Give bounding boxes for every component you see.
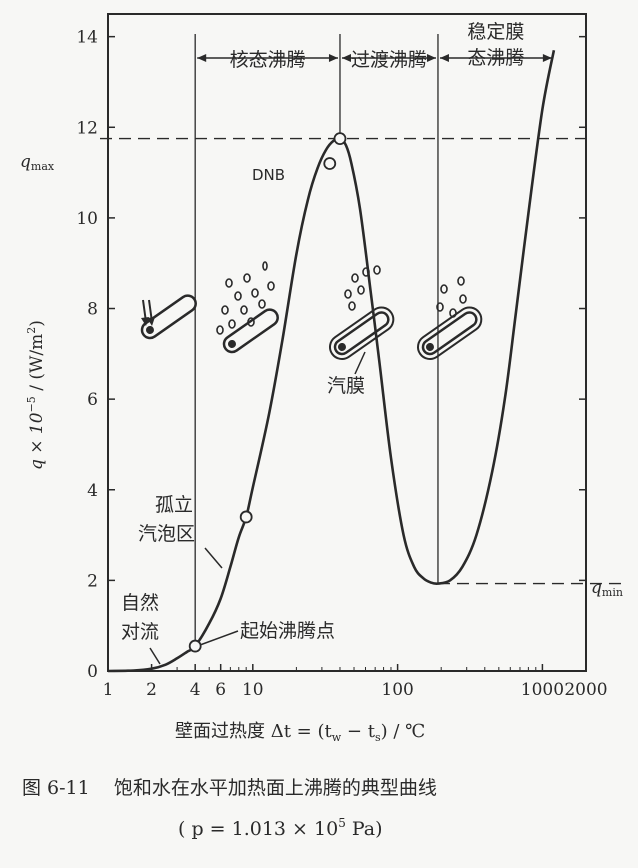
- figure-caption-condition: ( p = 1.013 × 105 Pa): [178, 816, 383, 840]
- film-label: 汽膜: [327, 375, 365, 397]
- region-arrowhead-left: [439, 54, 449, 62]
- tube-transition-icon: [329, 306, 395, 360]
- curve-markers: [188, 132, 347, 653]
- region-arrowhead-right: [426, 54, 436, 62]
- isolated-bubble-label-line2: 汽泡区: [138, 523, 195, 545]
- natural-convection-pointer: [149, 647, 161, 665]
- x-tick-label: 4: [190, 680, 201, 700]
- reference-lines: [100, 137, 626, 585]
- region-label-transition: 过渡沸腾: [351, 49, 427, 71]
- onset-pointer-line: [199, 630, 239, 646]
- region-arrowhead-left: [341, 54, 351, 62]
- curve-point-marker: [188, 639, 202, 653]
- x-tick-label: 10: [242, 680, 264, 700]
- y-axis-title: q × 10−5 / (W/m2): [25, 320, 47, 470]
- x-tick-label: 1000: [521, 680, 564, 700]
- y-tick-label: 0: [87, 662, 98, 682]
- region-arrowhead-right: [542, 54, 552, 62]
- x-tick-label: 2: [146, 680, 157, 700]
- y-axis-ticks: 0 2 4 6 8 10 12 14: [76, 28, 586, 682]
- y-tick-label: 2: [87, 571, 98, 591]
- y-tick-label: 12: [76, 118, 98, 138]
- region-arrowhead-right: [328, 54, 338, 62]
- region-label-film-line1: 稳定膜: [467, 21, 524, 43]
- y-tick-label: 14: [76, 28, 98, 48]
- qmin-label: qmin: [591, 578, 623, 599]
- y-tick-label: 6: [87, 390, 98, 410]
- isolated-bubble-label-line1: 孤立: [155, 494, 193, 516]
- qmax-label: qmax: [20, 152, 55, 173]
- boiling-curve-line: [107, 49, 556, 673]
- x-axis-title: 壁面过热度 Δt = (tw − ts) / ℃: [175, 721, 425, 744]
- y-tick-label: 8: [87, 300, 98, 320]
- curve-point-marker: [323, 157, 337, 170]
- onset-label: 起始沸腾点: [240, 620, 335, 642]
- region-arrows: [197, 54, 552, 62]
- convection-arrows-icon: [141, 299, 155, 326]
- x-axis-ticks: 1 2 4 6 10 100 1000 2000: [103, 664, 608, 700]
- curve-point-marker: [239, 510, 253, 524]
- isolated-pointer-line: [204, 547, 223, 569]
- film-pointer-line: [354, 351, 366, 375]
- transition-bubbles-icon: [344, 265, 381, 311]
- region-arrowhead-left: [197, 54, 207, 62]
- tube-nucleate-icon: [222, 308, 279, 354]
- x-tick-label: 6: [215, 680, 226, 700]
- film-bubbles-icon: [436, 276, 467, 318]
- y-tick-label: 10: [76, 209, 98, 229]
- curve-point-marker: [333, 132, 347, 146]
- tube-natural-convection-icon: [140, 294, 197, 340]
- nucleate-bubbles-icon: [216, 261, 275, 335]
- dnb-label: DNB: [252, 166, 285, 184]
- region-label-film-line2: 态沸腾: [467, 47, 524, 69]
- x-tick-label: 1: [103, 680, 114, 700]
- natural-convection-label-line2: 对流: [121, 621, 159, 643]
- plot-frame: [107, 13, 587, 672]
- x-tick-label: 100: [381, 680, 413, 700]
- figure-caption-title: 图 6-11 饱和水在水平加热面上沸腾的典型曲线: [22, 777, 437, 799]
- tube-film-icon: [417, 306, 483, 360]
- x-tick-label: 2000: [564, 680, 607, 700]
- natural-convection-label-line1: 自然: [121, 592, 159, 614]
- y-tick-label: 4: [87, 481, 98, 501]
- region-label-nucleate: 核态沸腾: [230, 49, 306, 71]
